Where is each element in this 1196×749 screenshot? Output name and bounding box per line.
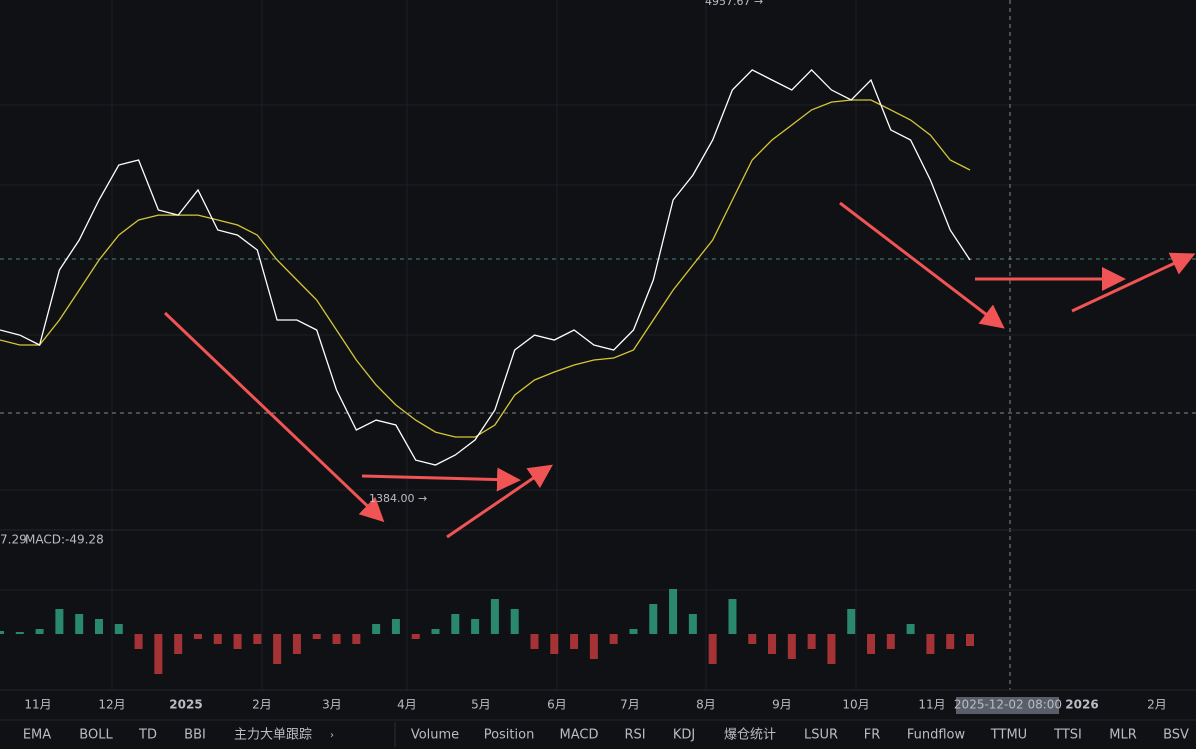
macd-bar (253, 634, 262, 644)
indicator-tab[interactable]: MLR (1109, 728, 1137, 743)
x-tick-label: 4月 (397, 698, 417, 712)
x-tick-label: 8月 (696, 698, 716, 712)
macd-bar (134, 634, 143, 649)
indicator-tab[interactable]: 主力大单跟踪 (234, 728, 312, 743)
indicator-tab[interactable]: 爆仓统计 (724, 728, 776, 743)
macd-bar (708, 634, 717, 664)
indicator-tab[interactable]: RSI (624, 728, 645, 743)
high-label: 4957.67 → (705, 0, 763, 8)
macd-label: MACD:-49.28 (25, 533, 104, 547)
tab-more[interactable]: › (330, 730, 334, 741)
macd-bar (451, 614, 460, 634)
macd-bar (807, 634, 816, 649)
macd-bar (966, 634, 974, 646)
macd-bar (292, 634, 301, 654)
x-tick-label: 2025 (169, 698, 202, 712)
x-tick-label: 2025-12-02 08:00 (954, 698, 1062, 712)
x-tick-label: 2月 (1147, 698, 1167, 712)
macd-bar (906, 624, 915, 634)
macd-bar (15, 632, 24, 634)
macd-bar (233, 634, 242, 649)
macd-bar (609, 634, 618, 644)
macd-bar (273, 634, 282, 664)
macd-bar (649, 604, 658, 634)
x-tick-label: 2026 (1065, 698, 1098, 712)
macd-bar (669, 589, 678, 634)
price-line (0, 68, 971, 466)
macd-bar (411, 634, 420, 639)
indicator-tab[interactable]: EMA (23, 728, 51, 743)
macd-bar (0, 631, 4, 634)
indicator-tab[interactable]: LSUR (804, 728, 838, 743)
macd-bar (391, 619, 400, 634)
macd-bar (847, 609, 856, 634)
indicator-tab[interactable]: Volume (411, 728, 459, 743)
macd-bar (75, 614, 84, 634)
annotation-arrows (163, 201, 1196, 539)
macd-bar (570, 634, 579, 649)
indicator-tab[interactable]: TTMU (990, 728, 1027, 743)
macd-bar (174, 634, 183, 654)
x-tick-label: 5月 (471, 698, 491, 712)
macd-bar (94, 619, 103, 634)
x-tick-label: 10月 (842, 698, 869, 712)
macd-bar (530, 634, 539, 649)
macd-bar (748, 634, 757, 644)
macd-bar (510, 609, 519, 634)
ema-line (0, 99, 971, 438)
macd-bar (629, 629, 638, 634)
macd-bar (787, 634, 796, 659)
indicator-tab[interactable]: MACD (560, 728, 599, 743)
grid (0, 0, 1196, 690)
macd-signal-label: 7.29 (0, 533, 27, 547)
x-tick-label: 9月 (772, 698, 792, 712)
x-tick-label: 12月 (98, 698, 125, 712)
macd-bar (550, 634, 559, 654)
indicator-tab[interactable]: BBI (184, 728, 206, 743)
macd-bar (867, 634, 876, 654)
macd-bar (332, 634, 341, 644)
x-tick-label: 7月 (620, 698, 640, 712)
macd-bar (431, 629, 440, 634)
macd-bar (114, 624, 123, 634)
x-tick-label: 3月 (322, 698, 342, 712)
indicator-tab[interactable]: BSV (1163, 728, 1189, 743)
macd-bar (728, 599, 737, 634)
indicator-tab[interactable]: TD (138, 728, 157, 743)
macd-bar (688, 614, 697, 634)
macd-bar (312, 634, 321, 639)
macd-bar (589, 634, 598, 659)
indicator-tab[interactable]: BOLL (79, 728, 113, 743)
x-tick-label: 2月 (252, 698, 272, 712)
indicator-tab[interactable]: TTSI (1053, 728, 1082, 743)
indicator-tab[interactable]: Position (484, 728, 535, 743)
x-tick-label: 11月 (24, 698, 51, 712)
macd-bar (372, 624, 381, 634)
macd-bar (768, 634, 777, 654)
macd-bar (213, 634, 222, 644)
indicator-tab[interactable]: FR (864, 728, 881, 743)
macd-bar (886, 634, 895, 649)
macd-bar (926, 634, 935, 654)
macd-bar (352, 634, 361, 644)
macd-bar (827, 634, 836, 664)
macd-bar (55, 609, 64, 634)
macd-bar (154, 634, 163, 674)
low-label: 1384.00 → (369, 492, 427, 505)
macd-bar (490, 599, 499, 634)
x-tick-label: 11月 (918, 698, 945, 712)
crosshair-date-box (956, 697, 1059, 714)
x-tick-label: 6月 (547, 698, 567, 712)
indicator-tab[interactable]: Fundflow (907, 728, 966, 743)
macd-bar (946, 634, 955, 649)
macd-bar (193, 634, 202, 639)
macd-bar (35, 629, 44, 634)
macd-bar (471, 619, 480, 634)
indicator-tab[interactable]: KDJ (673, 728, 695, 743)
